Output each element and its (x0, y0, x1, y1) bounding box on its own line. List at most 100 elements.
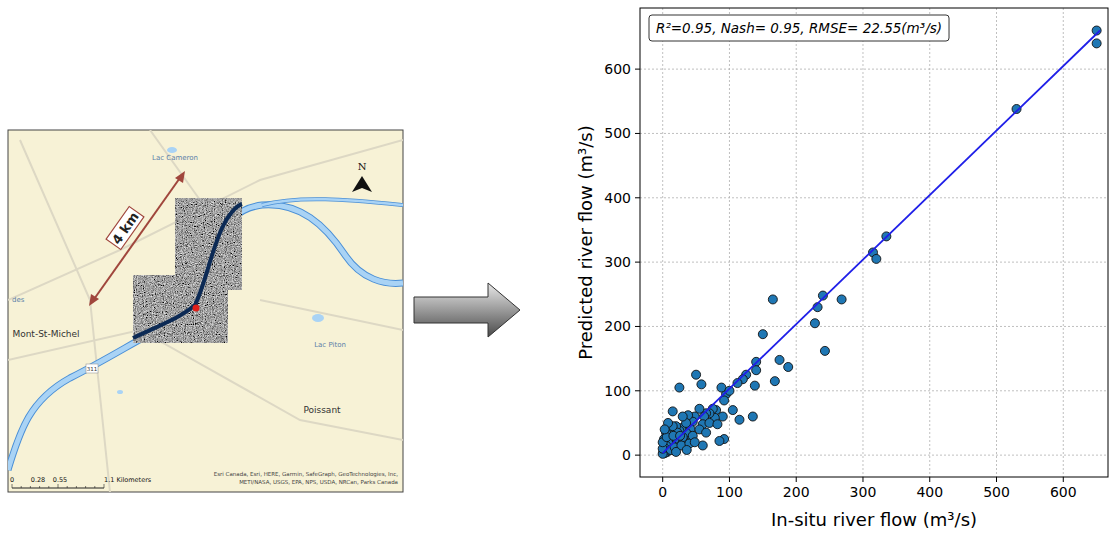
lake (167, 147, 177, 153)
scale-label: 1.1 Kilometers (104, 476, 152, 484)
point (750, 381, 759, 390)
road (20, 140, 110, 492)
scale-tick (12, 484, 13, 488)
point (775, 355, 784, 364)
x-grid (996, 8, 997, 477)
x-tick (729, 477, 730, 482)
x-tick-label: 100 (716, 484, 743, 500)
point (770, 377, 779, 386)
scale-tick (76, 486, 77, 488)
scale-label: 0.28 (31, 476, 45, 484)
point (713, 420, 722, 429)
scale-tick (94, 486, 95, 488)
x-tick-label: 400 (916, 484, 943, 500)
map: Lac CameronMont-St-MichelLac PitonPoissa… (8, 130, 403, 492)
place-label: Lac Piton (314, 341, 346, 349)
scale-tick (58, 484, 59, 488)
y-tick-label: 0 (622, 447, 631, 463)
scale-tick (39, 486, 40, 488)
scale-tick (67, 486, 68, 488)
point (768, 295, 777, 304)
x-grid (796, 8, 797, 477)
y-tick-label: 100 (604, 383, 631, 399)
distance-label-box (106, 206, 144, 249)
x-tick-label: 300 (850, 484, 877, 500)
point (837, 295, 846, 304)
y-tick-label: 200 (604, 318, 631, 334)
arrow-head (89, 294, 99, 306)
river (262, 199, 403, 205)
point (678, 412, 687, 421)
route-shield (86, 364, 98, 373)
place-label: des (12, 296, 25, 304)
lake (117, 390, 123, 394)
x-tick-label: 500 (983, 484, 1010, 500)
scale-tick (30, 486, 31, 488)
distance-arrow: 4 km (89, 171, 185, 306)
distance-label: 4 km (109, 209, 142, 247)
point (682, 445, 691, 454)
y-tick (635, 197, 640, 198)
scale-tick (48, 486, 49, 488)
point (735, 415, 744, 424)
map-content: Lac CameronMont-St-MichelLac PitonPoissa… (8, 130, 403, 492)
point (1092, 39, 1101, 48)
place-label: Lac Cameron (152, 154, 198, 162)
point (872, 254, 881, 263)
point (702, 428, 711, 437)
x-tick (796, 477, 797, 482)
x-tick-label: 200 (783, 484, 810, 500)
point (748, 412, 757, 421)
y-tick-label: 600 (604, 61, 631, 77)
x-tick (929, 477, 930, 482)
sar-river (133, 204, 242, 338)
x-grid (1063, 8, 1064, 477)
point (715, 436, 724, 445)
y-grid (640, 326, 1108, 327)
point (758, 330, 767, 339)
y-tick (635, 390, 640, 391)
plot-frame (640, 8, 1108, 477)
y-grid (640, 390, 1108, 391)
map-frame (8, 130, 403, 492)
chart: 01002003004005006000100200300400500600R²… (575, 8, 1108, 530)
y-grid (640, 133, 1108, 134)
x-tick-label: 0 (658, 484, 667, 500)
scale-tick (104, 484, 105, 488)
fit-line (663, 31, 1100, 454)
point (705, 418, 714, 427)
road (260, 300, 403, 330)
page: Lac CameronMont-St-MichelLac PitonPoissa… (0, 0, 1116, 537)
y-tick (635, 133, 640, 134)
data-layer (658, 26, 1101, 458)
y-tick-label: 400 (604, 190, 631, 206)
point (660, 425, 669, 434)
distance-label-group: 4 km (106, 206, 144, 249)
y-tick-label: 500 (604, 125, 631, 141)
point (820, 346, 829, 355)
x-axis-title: In-situ river flow (m³/s) (771, 509, 977, 530)
annotation: R²=0.95, Nash= 0.95, RMSE= 22.55(m³/s) (656, 20, 942, 36)
y-tick-label: 300 (604, 254, 631, 270)
arrow-line (92, 175, 182, 302)
point (672, 447, 681, 456)
x-grid (929, 8, 930, 477)
flow-arrow (414, 283, 520, 337)
plot-bg (640, 8, 1108, 477)
y-grid (640, 455, 1108, 456)
point (697, 380, 706, 389)
scale-tick (21, 486, 22, 488)
point (810, 319, 819, 328)
annotation-box (649, 15, 949, 41)
x-tick (862, 477, 863, 482)
place-label: Poissant (303, 405, 341, 415)
point (675, 383, 684, 392)
point (690, 438, 699, 447)
north-label: N (358, 161, 367, 172)
road (8, 330, 403, 440)
attribution: Esri Canada, Esri, HERE, Garmin, SafeGra… (214, 471, 399, 478)
attribution: METI/NASA, USGS, EPA, NPS, USDA, NRCan, … (239, 479, 398, 485)
north-arrow (352, 176, 372, 192)
x-tick (996, 477, 997, 482)
x-tick (1063, 477, 1064, 482)
